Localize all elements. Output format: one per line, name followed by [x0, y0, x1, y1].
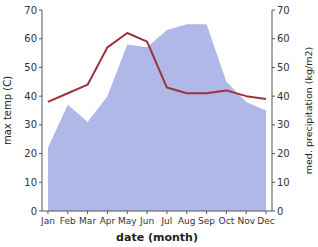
x-axis-line [42, 211, 272, 212]
x-tick [127, 211, 128, 214]
y-tick [39, 182, 42, 183]
y-tick [39, 67, 42, 68]
x-tick-label: Jul [160, 216, 172, 226]
y2-tick-label: 60 [277, 33, 290, 44]
x-tick-label: Dec [257, 216, 274, 226]
y2-tick-label: 20 [277, 148, 290, 159]
x-tick [266, 211, 267, 214]
y-tick [39, 124, 42, 125]
y2-tick-label: 40 [277, 91, 290, 102]
y-tick [39, 153, 42, 154]
temp-line [48, 33, 266, 102]
x-tick-label: Mar [79, 216, 96, 226]
y-tick [39, 38, 42, 39]
y-axis-label: max temp (C) [2, 76, 13, 145]
x-axis-label: date (month) [116, 231, 198, 244]
x-tick [147, 211, 148, 214]
y2-tick [272, 124, 275, 125]
x-tick-label: Feb [60, 216, 76, 226]
y-tick [39, 96, 42, 97]
y-tick-label: 0 [31, 206, 37, 217]
y2-tick [272, 67, 275, 68]
y2-tick-label: 70 [277, 5, 290, 16]
x-tick [226, 211, 227, 214]
y2-axis-line [272, 10, 273, 211]
y-tick [39, 211, 42, 212]
y-tick-label: 30 [24, 119, 37, 130]
x-tick-label: Jan [40, 216, 55, 226]
y2-tick [272, 153, 275, 154]
y-tick [39, 10, 42, 11]
y-tick-label: 40 [24, 91, 37, 102]
y2-tick [272, 10, 275, 11]
chart: 0 10 20 30 40 50 60 70 0 10 20 30 40 50 60 70 Jan FebMar A… [0, 0, 318, 247]
x-tick [87, 211, 88, 214]
plot-area [48, 24, 266, 211]
y2-tick [272, 96, 275, 97]
y2-tick-label: 50 [277, 62, 290, 73]
x-tick [67, 211, 68, 214]
y-tick-label: 20 [24, 148, 37, 159]
x-tick [47, 211, 48, 214]
y2-tick [272, 38, 275, 39]
x-tick-label: Aug [178, 216, 196, 226]
y2-tick-label: 30 [277, 119, 290, 130]
y-axis-line [42, 10, 43, 211]
y2-tick [272, 211, 275, 212]
y2-tick [272, 182, 275, 183]
y-tick-label: 10 [24, 177, 37, 188]
x-tick [166, 211, 167, 214]
x-tick [186, 211, 187, 214]
x-tick-label: Sep [198, 216, 215, 226]
x-tick [107, 211, 108, 214]
y-tick-label: 60 [24, 33, 37, 44]
x-tick-label: May [118, 216, 137, 226]
x-tick [206, 211, 207, 214]
y2-tick-label: 10 [277, 177, 290, 188]
x-tick [246, 211, 247, 214]
precip-area [48, 24, 266, 211]
y-tick-label: 70 [24, 5, 37, 16]
x-tick-label: Jun [139, 216, 154, 226]
y2-axis-label: med. precipitation (kg/m2) [303, 47, 314, 174]
y-tick-label: 50 [24, 62, 37, 73]
x-tick-label: Oct [219, 216, 235, 226]
y2-tick-label: 0 [277, 206, 283, 217]
x-tick-label: Nov [237, 216, 255, 226]
x-tick-label: Apr [100, 216, 116, 226]
